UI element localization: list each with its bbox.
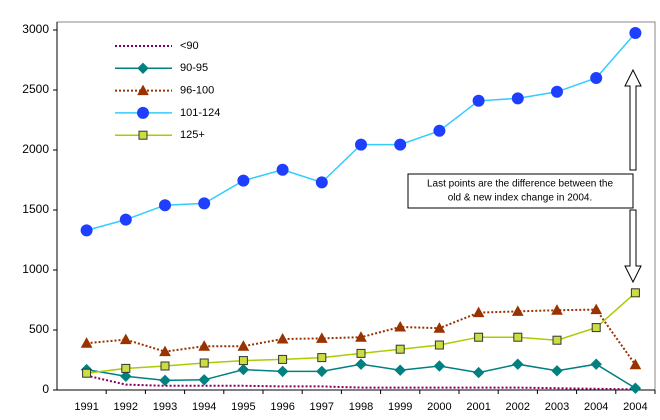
- point: [512, 358, 524, 370]
- point: [552, 335, 562, 345]
- legend-marker: [137, 106, 149, 119]
- point: [629, 358, 642, 370]
- point: [198, 340, 211, 351]
- point: [551, 304, 563, 315]
- point: [551, 85, 563, 98]
- x-tick-label: 2004: [623, 401, 647, 413]
- legend-label: 90-95: [180, 62, 208, 74]
- y-tick-label: 500: [29, 322, 49, 336]
- point: [237, 174, 250, 187]
- point: [513, 332, 523, 342]
- point: [119, 213, 132, 226]
- annotation: old & new index change in 2004.: [448, 193, 593, 204]
- point: [472, 306, 485, 318]
- point: [276, 365, 289, 378]
- point: [119, 333, 132, 345]
- point: [356, 348, 366, 358]
- point: [238, 356, 248, 366]
- point: [395, 344, 405, 354]
- point: [394, 138, 407, 151]
- point: [278, 354, 288, 364]
- legend-marker: [137, 62, 149, 75]
- point: [315, 176, 328, 189]
- point: [237, 340, 250, 351]
- point: [276, 163, 289, 176]
- point: [316, 365, 328, 378]
- legend-label: 101-124: [180, 107, 220, 119]
- legend-label: 125+: [180, 129, 205, 141]
- point: [355, 331, 367, 342]
- point: [355, 358, 367, 370]
- point: [355, 138, 367, 151]
- x-tick-label: 2002: [506, 401, 530, 413]
- point: [394, 364, 406, 376]
- x-tick-label: 2001: [466, 401, 490, 413]
- point: [159, 374, 171, 387]
- point: [629, 27, 642, 39]
- point: [82, 368, 92, 378]
- x-tick-label: 1996: [270, 401, 294, 413]
- point: [511, 92, 524, 105]
- point: [551, 365, 563, 377]
- point: [590, 72, 603, 84]
- point: [237, 363, 250, 376]
- x-tick-label: 1997: [310, 401, 334, 413]
- arrow-up: [624, 68, 642, 171]
- annotation: Last points are the difference between t…: [427, 179, 613, 190]
- point: [159, 345, 171, 357]
- point: [315, 332, 328, 343]
- point: [472, 366, 485, 379]
- annotation-box: [407, 173, 634, 209]
- y-tick-label: 2500: [22, 82, 49, 96]
- point: [433, 322, 446, 333]
- point: [80, 337, 93, 348]
- point: [159, 199, 171, 212]
- point: [433, 360, 446, 372]
- x-tick-label: 1991: [74, 401, 98, 413]
- x-tick-label: 1994: [192, 401, 216, 413]
- point: [160, 361, 170, 371]
- x-tick-label: 1992: [114, 401, 138, 413]
- point: [276, 332, 289, 344]
- point: [511, 305, 524, 316]
- legend-marker: [138, 130, 148, 140]
- x-tick-label: 2000: [427, 401, 451, 413]
- series-line: [86, 374, 636, 391]
- point: [629, 382, 642, 394]
- x-tick-label: 1993: [153, 401, 177, 413]
- point: [121, 363, 131, 373]
- point: [590, 303, 603, 315]
- x-tick-label: 2003: [545, 401, 569, 413]
- point: [474, 332, 484, 342]
- point: [120, 370, 132, 382]
- y-tick-label: 1000: [22, 262, 49, 276]
- legend-marker: [137, 84, 149, 96]
- y-tick-label: 1500: [22, 202, 49, 216]
- x-tick-label: 1999: [388, 401, 412, 413]
- point: [394, 320, 407, 332]
- point: [590, 358, 602, 370]
- y-tick-label: 0: [42, 382, 49, 396]
- point: [591, 323, 601, 333]
- legend-label: 96-100: [180, 85, 214, 97]
- legend-label: <90: [180, 40, 199, 52]
- point: [433, 124, 446, 137]
- point: [80, 224, 93, 237]
- point: [199, 358, 209, 368]
- x-tick-label: 1995: [231, 401, 255, 413]
- point: [317, 353, 327, 363]
- arrow-down: [624, 209, 642, 284]
- x-tick-label: 2004: [584, 401, 608, 413]
- y-tick-label: 2000: [22, 142, 49, 156]
- point: [198, 374, 210, 386]
- point: [198, 197, 211, 210]
- y-tick-label: 3000: [22, 22, 49, 36]
- point: [472, 94, 485, 107]
- x-tick-label: 1998: [349, 401, 373, 413]
- point: [434, 340, 444, 350]
- point: [630, 288, 640, 298]
